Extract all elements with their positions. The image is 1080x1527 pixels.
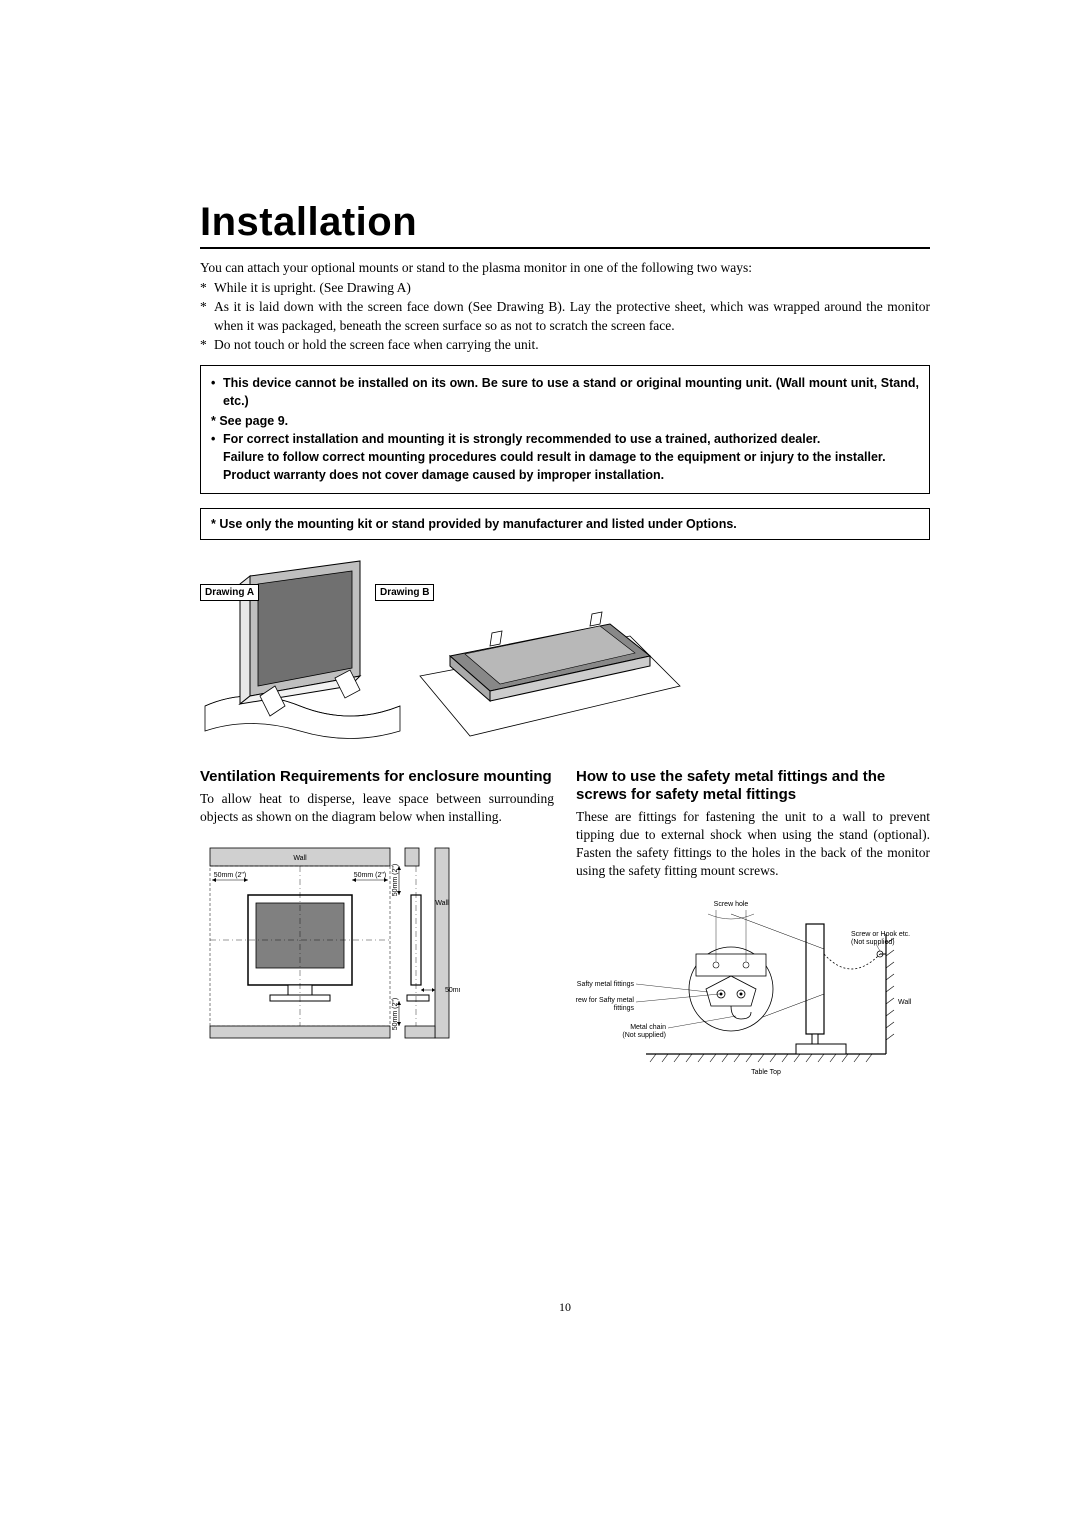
safety-heading: How to use the safety metal fittings and… [576, 768, 930, 804]
note-text: * Use only the mounting kit or stand pro… [211, 517, 737, 531]
right-column: How to use the safety metal fittings and… [576, 768, 930, 1090]
dim-label: 50mm (2") [392, 998, 399, 1030]
warn-followup: Failure to follow correct mounting proce… [211, 448, 919, 466]
wall-label-side: Wall [898, 999, 912, 1006]
drawing-a-label: Drawing A [200, 584, 259, 601]
screw-hole-label: Screw hole [714, 901, 749, 908]
drawings-illustration [200, 556, 700, 746]
star-text: While it is upright. (See Drawing A) [214, 279, 930, 298]
left-column: Ventilation Requirements for enclosure m… [200, 768, 554, 1090]
safety-diagram: Table Top Wall [576, 894, 930, 1089]
metal-chain-label: Metal chain(Not supplied) [622, 1024, 666, 1039]
warn-followup: Product warranty does not cover damage c… [211, 466, 919, 484]
dim-label: 50mm (2") [392, 864, 399, 896]
star-text: Do not touch or hold the screen face whe… [214, 336, 930, 355]
warn-bullet: • This device cannot be installed on its… [211, 374, 919, 410]
dim-label: 50mm (2") [214, 872, 246, 879]
star-item: * Do not touch or hold the screen face w… [200, 336, 930, 355]
asterisk-icon: * [200, 279, 214, 298]
ventilation-diagram: Wall 50mm (2") 50mm (2") [200, 840, 554, 1065]
drawing-b-label: Drawing B [375, 584, 434, 601]
two-column-section: Ventilation Requirements for enclosure m… [200, 768, 930, 1090]
wall-label: Wall [293, 855, 307, 862]
ventilation-heading: Ventilation Requirements for enclosure m… [200, 768, 554, 786]
drawings-area: Drawing A Drawing B [200, 556, 930, 746]
page-title: Installation [200, 200, 930, 249]
safety-fittings-label: Safty metal fittings [577, 981, 635, 988]
page-content: Installation You can attach your optiona… [200, 200, 930, 1089]
table-top-label: Table Top [751, 1069, 781, 1076]
page-number: 10 [200, 1300, 930, 1315]
bullet-icon: • [211, 374, 223, 410]
star-list: * While it is upright. (See Drawing A) *… [200, 279, 930, 355]
intro-text: You can attach your optional mounts or s… [200, 259, 930, 277]
dim-label: 50mm (2") [445, 987, 460, 994]
dim-label: 50mm (2") [354, 872, 386, 879]
bullet-icon: • [211, 430, 223, 448]
warn-text: For correct installation and mounting it… [223, 430, 919, 448]
star-text: As it is laid down with the screen face … [214, 298, 930, 336]
warning-box: • This device cannot be installed on its… [200, 365, 930, 494]
asterisk-icon: * [200, 298, 214, 336]
warn-bullet: • For correct installation and mounting … [211, 430, 919, 448]
note-box: * Use only the mounting kit or stand pro… [200, 508, 930, 540]
side-wall-label: Wall [435, 900, 449, 907]
star-item: * While it is upright. (See Drawing A) [200, 279, 930, 298]
star-item: * As it is laid down with the screen fac… [200, 298, 930, 336]
asterisk-icon: * [200, 336, 214, 355]
screw-hook-label: Screw or Hook etc.(Not supplied) [851, 931, 910, 946]
safety-text: These are fittings for fastening the uni… [576, 808, 930, 881]
ventilation-text: To allow heat to disperse, leave space b… [200, 790, 554, 826]
warn-text: This device cannot be installed on its o… [223, 374, 919, 410]
warn-star-note: * See page 9. [211, 412, 919, 430]
screw-for-fittings-label: Screw for Safty metalfittings [576, 997, 634, 1012]
